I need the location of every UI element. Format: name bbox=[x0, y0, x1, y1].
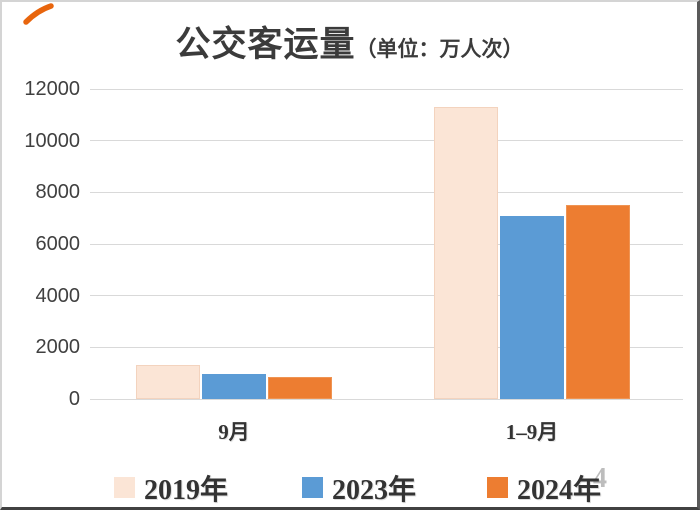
gridline bbox=[90, 243, 683, 245]
legend-label: 4 2024年 bbox=[517, 463, 607, 506]
y-axis-tick-label: 0 bbox=[68, 388, 80, 410]
y-axis-tick-label: 8000 bbox=[35, 181, 81, 204]
y-axis-tick-label: 4000 bbox=[35, 284, 81, 307]
legend-label: 2019年 bbox=[144, 475, 229, 506]
pen-stroke-icon bbox=[23, 3, 54, 25]
legend-swatch bbox=[487, 477, 508, 498]
gridline bbox=[90, 398, 683, 400]
gridline bbox=[90, 88, 683, 90]
chart-title-main: 公交客运量 bbox=[175, 25, 356, 64]
ghost-character-artifact: 4 bbox=[593, 463, 607, 494]
bar-2024年-9月 bbox=[268, 377, 332, 399]
y-axis-tick-label: 10000 bbox=[24, 129, 80, 152]
legend-swatch bbox=[114, 477, 135, 498]
y-axis-tick-label: 12000 bbox=[24, 78, 80, 100]
chart-title-unit: （单位：万人次） bbox=[355, 37, 524, 61]
bar-2023年-9月 bbox=[202, 374, 266, 399]
legend-swatch bbox=[302, 477, 323, 498]
y-axis-tick-label: 2000 bbox=[35, 336, 81, 359]
bar-2019年-9月 bbox=[136, 365, 200, 399]
x-axis-category-label: 1–9月 bbox=[505, 420, 559, 444]
x-axis-category-label: 9月 bbox=[218, 420, 250, 444]
legend-label: 2023年 bbox=[332, 475, 417, 506]
gridline bbox=[90, 346, 683, 348]
gridline bbox=[90, 140, 683, 142]
bar-2023年-1–9月 bbox=[500, 215, 564, 399]
bar-2024年-1–9月 bbox=[566, 205, 630, 399]
gridline bbox=[90, 295, 683, 297]
bar-2019年-1–9月 bbox=[434, 107, 498, 399]
y-axis-tick-label: 6000 bbox=[35, 233, 81, 255]
chart-title: 公交客运量（单位：万人次） bbox=[2, 16, 697, 67]
gridline bbox=[90, 191, 683, 193]
